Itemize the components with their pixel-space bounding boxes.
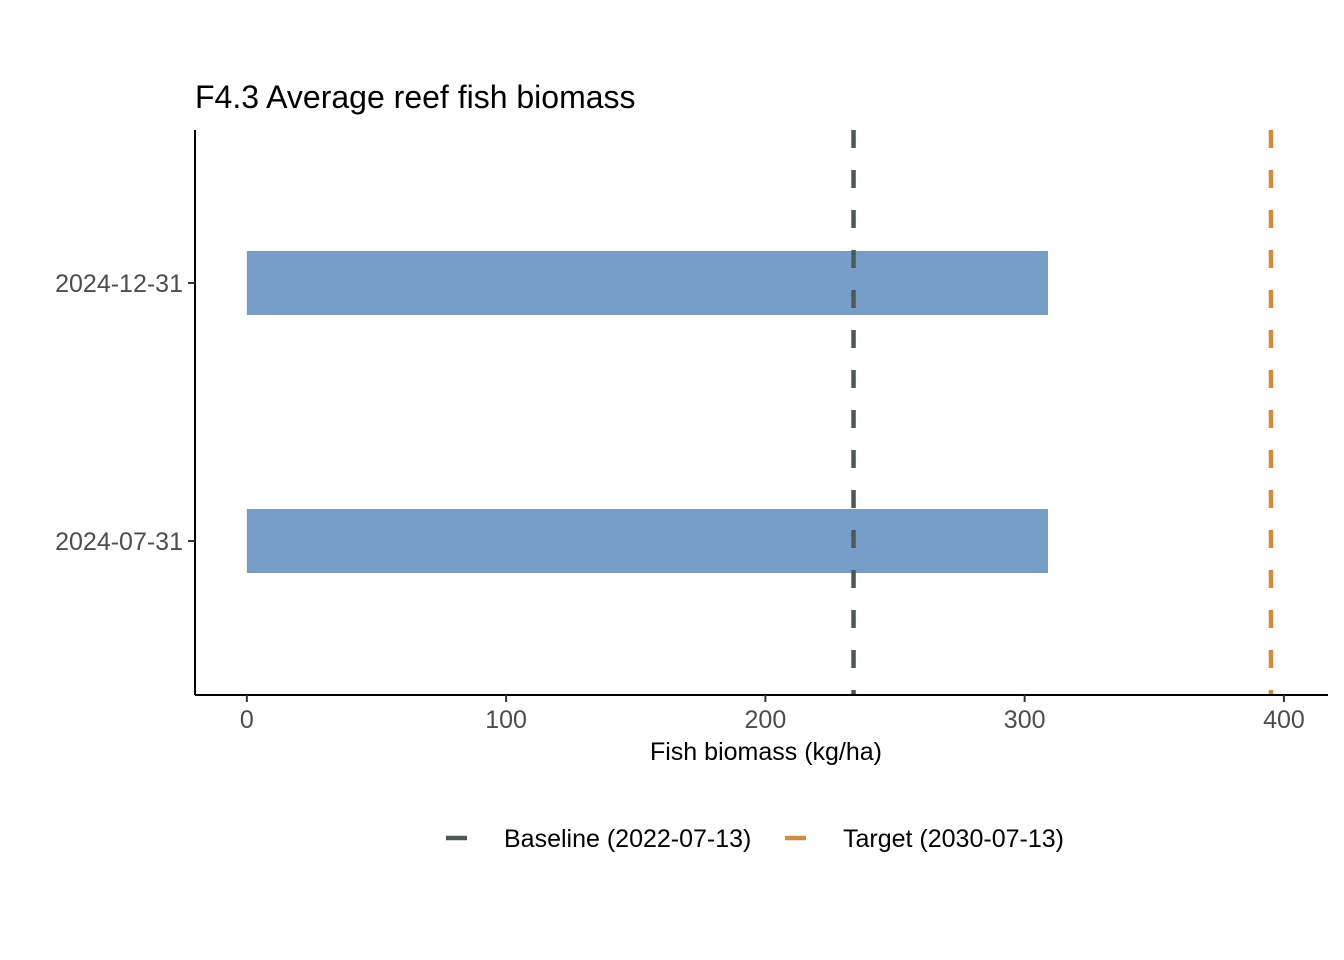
x-tick-label: 100	[485, 706, 527, 734]
legend-label: Target (2030-07-13)	[843, 825, 1064, 853]
x-axis-title: Fish biomass (kg/ha)	[650, 738, 882, 766]
bar	[246, 251, 1048, 315]
chart-title: F4.3 Average reef fish biomass	[195, 79, 636, 115]
legend-label: Baseline (2022-07-13)	[504, 825, 751, 853]
y-tick-label: 2024-12-31	[55, 270, 183, 298]
x-tick-label: 300	[1004, 706, 1046, 734]
y-tick-label: 2024-07-31	[55, 528, 183, 556]
legend: Baseline (2022-07-13) Target (2030-07-13)	[446, 825, 1064, 853]
plot-area: 0 100 200 300 400 2024-07-31 2024-12-31	[55, 130, 1328, 734]
x-tick-label: 400	[1263, 706, 1305, 734]
x-tick-label: 200	[745, 706, 787, 734]
x-tick-label: 0	[240, 706, 254, 734]
bar	[246, 509, 1048, 573]
